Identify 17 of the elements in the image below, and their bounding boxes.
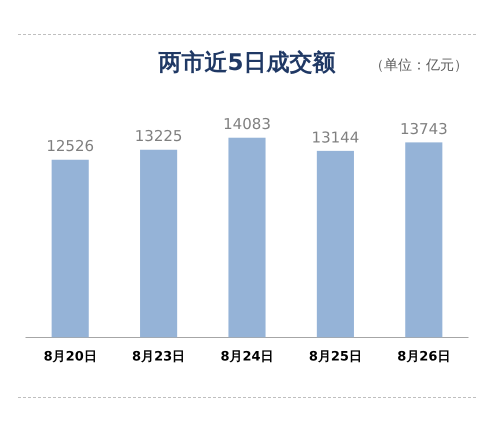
chart-title: 两市近5日成交额 [157,48,336,76]
data-label: 12526 [46,137,94,156]
x-tick-label: 8月24日 [220,350,274,365]
data-label: 13743 [400,120,448,138]
x-tick-label: 8月25日 [308,350,362,365]
bar [52,160,89,338]
text: （单位：亿元） [370,58,468,74]
data-label: 14083 [223,114,271,133]
data-label: 13225 [134,127,182,146]
bar [316,150,354,338]
x-tick-label: 8月26日 [397,350,450,365]
data-label: 13144 [312,128,360,146]
bar [228,138,266,338]
bar [140,150,178,338]
x-tick-label: 8月23日 [132,350,186,365]
x-tick-label: 8月20日 [44,350,97,365]
bar [405,142,442,338]
